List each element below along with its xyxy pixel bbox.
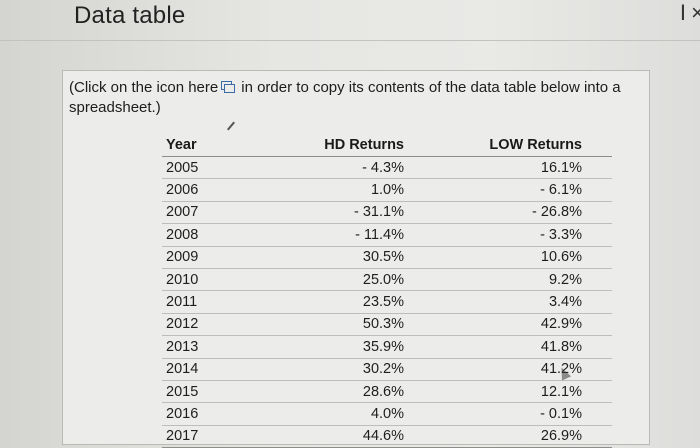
header-hd-returns: HD Returns <box>240 134 414 157</box>
title-divider <box>0 40 700 41</box>
cell-hd-return: 50.3% <box>240 313 414 337</box>
cell-low-return: - 3.3% <box>414 223 612 247</box>
cell-hd-return: 25.0% <box>240 268 414 292</box>
cell-hd-return: - 31.1% <box>240 201 414 225</box>
cell-year: 2015 <box>162 380 240 404</box>
cell-year: 2010 <box>162 268 240 292</box>
cell-year: 2017 <box>162 425 240 448</box>
table-row: 2012 50.3% 42.9% <box>162 313 612 337</box>
cell-hd-return: 23.5% <box>240 290 414 314</box>
header-year: Year <box>162 134 240 157</box>
cell-low-return: 41.8% <box>414 335 612 359</box>
table-row: 2014 30.2% 41.2% <box>162 358 612 381</box>
copy-icon[interactable] <box>221 81 236 93</box>
instructions-text: (Click on the icon here in order to copy … <box>69 78 644 118</box>
cell-hd-return: 30.2% <box>240 358 414 381</box>
cell-year: 2008 <box>162 223 240 247</box>
cell-low-return: 9.2% <box>414 268 612 292</box>
cell-low-return: 16.1% <box>414 156 612 180</box>
table-row: 2006 1.0% - 6.1% <box>162 178 612 202</box>
table-row: 2013 35.9% 41.8% <box>162 335 612 359</box>
cell-year: 2009 <box>162 246 240 269</box>
cell-year: 2011 <box>162 290 240 314</box>
cell-hd-return: 44.6% <box>240 425 414 448</box>
window-edge-mark: I <box>679 0 686 25</box>
instructions-before: (Click on the icon here <box>69 79 219 96</box>
table-row: 2007- 31.1% - 26.8% <box>162 201 612 225</box>
cell-low-return: - 6.1% <box>414 178 612 202</box>
table-row: 2011 23.5% 3.4% <box>162 290 612 314</box>
cell-low-return: 26.9% <box>414 425 612 448</box>
cell-low-return: - 26.8% <box>414 201 612 225</box>
header-low-returns: LOW Returns <box>414 134 612 157</box>
cell-hd-return: 30.5% <box>240 246 414 269</box>
table-row: 2015 28.6% 12.1% <box>162 380 612 404</box>
cell-year: 2006 <box>162 178 240 202</box>
table-header-row: Year HD Returns LOW Returns <box>162 134 612 157</box>
cell-hd-return: - 4.3% <box>240 156 414 180</box>
cell-low-return: 10.6% <box>414 246 612 269</box>
cell-year: 2005 <box>162 156 240 180</box>
page-title: Data table <box>74 2 186 29</box>
cell-hd-return: 4.0% <box>240 402 414 426</box>
cell-year: 2013 <box>162 335 240 359</box>
cell-year: 2016 <box>162 402 240 426</box>
close-icon[interactable]: × <box>691 0 700 25</box>
instructions-after: in order to copy its contents of the dat… <box>69 79 621 116</box>
table-row: 2008- 11.4% - 3.3% <box>162 223 612 247</box>
cell-year: 2014 <box>162 358 240 381</box>
returns-table: Year HD Returns LOW Returns 2005- 4.3% 16… <box>162 134 612 448</box>
cell-low-return: - 0.1% <box>414 402 612 426</box>
data-table-panel: (Click on the icon here in order to copy … <box>62 70 650 448</box>
cell-low-return: 41.2% <box>414 358 612 381</box>
table-row: 2005- 4.3% 16.1% <box>162 156 612 180</box>
pencil-icon <box>227 121 235 131</box>
cell-low-return: 42.9% <box>414 313 612 337</box>
cell-year: 2012 <box>162 313 240 337</box>
cell-hd-return: 35.9% <box>240 335 414 359</box>
table-row: 2017 44.6% 26.9% <box>162 425 612 448</box>
cell-hd-return: - 11.4% <box>240 223 414 247</box>
table-row: 2010 25.0% 9.2% <box>162 268 612 292</box>
cell-hd-return: 28.6% <box>240 380 414 404</box>
cell-hd-return: 1.0% <box>240 178 414 202</box>
cell-year: 2007 <box>162 201 240 225</box>
table-row: 2009 30.5% 10.6% <box>162 246 612 269</box>
cell-low-return: 12.1% <box>414 380 612 404</box>
cell-low-return: 3.4% <box>414 290 612 314</box>
table-row: 2016 4.0% - 0.1% <box>162 402 612 426</box>
